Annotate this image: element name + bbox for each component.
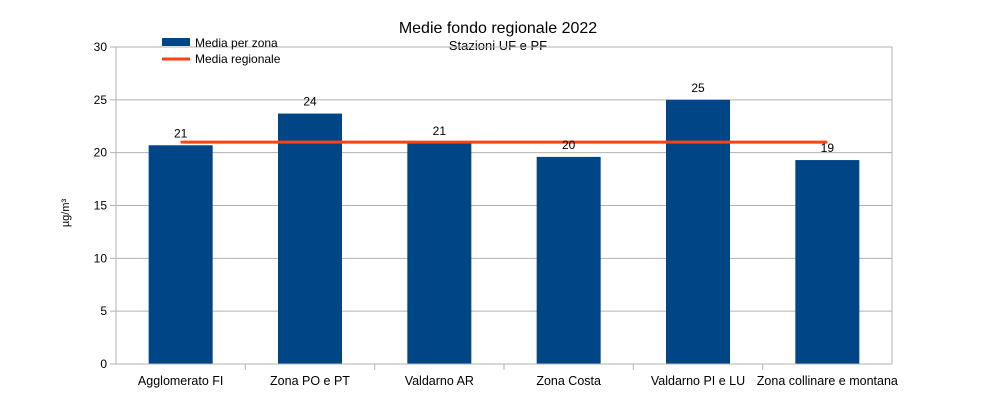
y-tick-label: 20 [94,146,108,160]
chart-subtitle: Stazioni UF e PF [449,38,547,53]
data-label: 21 [433,124,447,138]
bar-series [148,99,860,364]
data-label: 25 [691,81,705,95]
chart-title: Medie fondo regionale 2022 [399,20,597,37]
x-category-label: Agglomerato FI [138,374,223,388]
y-tick-label: 30 [94,40,108,54]
y-axis-label: µg/m³ [60,198,72,227]
x-category-label: Valdarno AR [405,374,474,388]
x-category-label: Zona PO e PT [270,374,350,388]
y-tick-label: 15 [94,199,108,213]
x-category-label: Valdarno PI e LU [651,374,745,388]
bar [795,160,860,364]
legend-label-bars: Media per zona [195,36,278,50]
y-tick-label: 5 [100,304,107,318]
y-axis-ticks: 0 5 10 15 20 25 30 [94,40,116,371]
bar [407,143,472,364]
x-axis-categories: Agglomerato FI Zona PO e PT Valdarno AR Zon… [138,364,898,388]
legend: Media per zona Media regionale [162,36,281,66]
x-category-label: Zona Costa [536,374,601,388]
bar [666,99,730,364]
bar [536,156,601,364]
data-label: 24 [303,95,317,109]
y-tick-label: 0 [100,357,107,371]
data-label: 21 [174,126,188,140]
bar [278,113,342,364]
legend-swatch-bars [162,38,190,46]
data-label: 19 [821,141,835,155]
y-tick-label: 10 [94,251,108,265]
axes [115,47,893,365]
x-category-label: Zona collinare e montana [757,374,898,388]
gridlines [116,46,892,312]
y-tick-label: 25 [94,93,108,107]
data-labels: 21 24 21 20 25 19 [174,81,834,155]
legend-label-line: Media regionale [195,52,281,66]
data-label: 20 [562,138,576,152]
bar [148,145,213,364]
